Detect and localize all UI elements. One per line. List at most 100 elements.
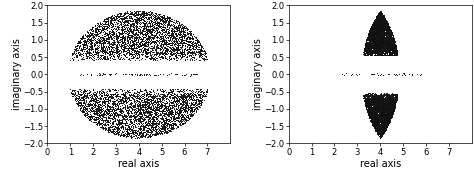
Point	[162, 127, 169, 130]
Point	[369, 98, 376, 101]
Point	[160, 104, 167, 107]
Point	[374, 127, 382, 129]
Point	[380, 123, 387, 126]
Point	[374, 124, 382, 127]
Point	[179, 121, 187, 124]
Point	[360, 51, 367, 54]
Point	[163, 48, 170, 51]
Point	[144, 122, 152, 125]
Point	[374, 99, 381, 102]
Point	[174, 96, 182, 99]
Point	[376, 15, 383, 17]
Point	[79, 94, 87, 97]
Point	[380, 115, 388, 118]
Point	[371, 114, 378, 117]
Point	[189, 95, 197, 98]
Point	[173, 45, 180, 48]
Point	[107, 36, 114, 39]
Point	[365, 101, 373, 104]
Point	[377, 11, 385, 13]
Point	[99, 27, 107, 30]
Point	[128, 39, 136, 42]
Point	[382, 128, 390, 131]
Point	[375, 117, 383, 120]
Point	[378, 120, 385, 122]
Point	[372, 31, 380, 34]
Point	[368, 106, 375, 109]
Point	[361, 49, 369, 52]
Point	[91, 30, 99, 33]
Point	[390, 52, 397, 55]
Point	[367, 96, 375, 99]
Point	[176, 51, 184, 54]
Point	[165, 108, 173, 111]
Point	[108, 110, 116, 113]
Point	[363, 100, 371, 103]
Point	[151, 22, 158, 25]
Point	[180, 52, 187, 55]
Point	[384, 114, 392, 117]
Point	[134, 17, 142, 20]
Point	[378, 109, 385, 112]
Point	[120, 39, 128, 42]
Point	[385, 38, 393, 41]
Point	[387, 115, 395, 118]
Point	[388, 97, 395, 99]
Point	[173, 103, 180, 106]
Point	[390, 41, 397, 43]
Point	[145, 114, 152, 117]
Point	[376, 47, 384, 50]
Point	[383, 45, 391, 48]
Point	[84, 42, 92, 45]
Point	[369, 109, 377, 111]
Point	[381, 131, 388, 133]
Point	[370, 96, 378, 99]
Point	[369, 117, 376, 120]
Point	[365, 102, 373, 105]
Point	[383, 106, 391, 109]
Point	[125, 88, 133, 91]
Point	[167, 93, 174, 96]
Point	[379, 43, 386, 46]
Point	[74, 50, 82, 53]
Point	[150, 101, 157, 104]
Point	[154, 106, 161, 109]
Point	[364, 112, 372, 115]
Point	[382, 22, 389, 25]
Point	[151, 125, 158, 128]
Point	[380, 105, 387, 107]
Point	[176, 97, 184, 100]
Point	[374, 46, 382, 49]
Point	[84, 36, 91, 39]
Point	[382, 109, 389, 112]
Point	[181, 26, 188, 29]
Point	[372, 100, 380, 102]
Point	[135, 93, 142, 96]
Point	[382, 37, 389, 39]
Point	[193, 92, 201, 95]
Point	[367, 121, 375, 124]
Point	[124, 124, 131, 127]
Point	[110, 116, 118, 119]
Point	[380, 130, 388, 133]
Point	[386, 52, 394, 55]
Point	[190, 103, 198, 106]
Point	[367, 102, 374, 105]
Point	[131, 111, 139, 114]
Point	[392, 46, 399, 48]
Point	[151, 116, 158, 119]
Point	[151, 122, 158, 124]
Point	[121, 115, 128, 118]
Point	[137, 45, 144, 48]
Point	[159, 14, 167, 17]
Point	[377, 38, 385, 41]
Point	[378, 115, 386, 118]
Point	[178, 48, 185, 51]
Point	[82, 99, 90, 102]
Point	[80, 88, 88, 91]
Point	[148, 14, 156, 17]
Point	[366, 101, 374, 104]
Point	[137, 124, 144, 127]
Point	[365, 39, 373, 42]
Point	[376, 22, 383, 25]
